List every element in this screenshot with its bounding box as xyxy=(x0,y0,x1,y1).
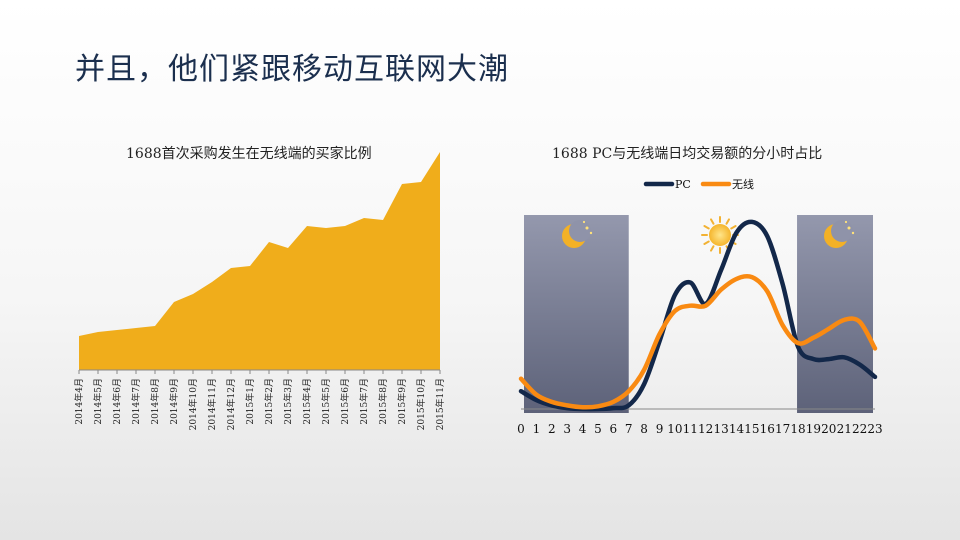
x-tick-label: 2015年8月 xyxy=(377,378,389,425)
x-tick-label: 2014年11月 xyxy=(206,378,218,430)
x-tick-label: 8 xyxy=(640,422,648,436)
x-tick-label: 4 xyxy=(579,422,587,436)
area-fill xyxy=(79,152,440,370)
x-tick-label: 2015年9月 xyxy=(396,378,408,425)
moon-icon xyxy=(824,220,855,248)
x-tick-label: 2015年3月 xyxy=(282,378,294,425)
x-tick-label: 17 xyxy=(775,422,790,436)
slide-title: 并且，他们紧跟移动互联网大潮 xyxy=(75,52,509,87)
x-tick-label: 0 xyxy=(517,422,525,436)
x-tick-label: 21 xyxy=(837,422,852,436)
x-tick-label: 2014年10月 xyxy=(187,378,199,430)
x-tick-label: 15 xyxy=(744,422,759,436)
legend-label: 无线 xyxy=(732,177,754,191)
x-tick-label: 18 xyxy=(790,422,805,436)
series-line-1 xyxy=(518,273,878,410)
x-tick-label: 7 xyxy=(625,422,633,436)
x-tick-label: 2015年10月 xyxy=(415,378,427,430)
x-tick-label: 2014年12月 xyxy=(225,378,237,430)
x-tick-label: 20 xyxy=(821,422,836,436)
x-tick-label: 2014年5月 xyxy=(92,378,104,425)
x-tick-label: 2015年5月 xyxy=(320,378,332,425)
x-tick-label: 2 xyxy=(548,422,556,436)
x-tick-label: 2015年4月 xyxy=(301,378,313,425)
x-tick-label: 19 xyxy=(806,422,821,436)
x-tick-label: 1 xyxy=(533,422,541,436)
x-tick-label: 2014年9月 xyxy=(168,378,180,425)
night-band-morning xyxy=(524,215,629,413)
x-tick-label: 2015年11月 xyxy=(434,378,446,430)
x-tick-label: 2014年6月 xyxy=(111,378,123,425)
sun-icon xyxy=(701,216,739,254)
x-tick-label: 10 xyxy=(667,422,682,436)
x-tick-label: 2015年7月 xyxy=(358,378,370,425)
moon-icon xyxy=(562,220,593,248)
x-tick-label: 11 xyxy=(683,422,698,436)
x-tick-label: 12 xyxy=(698,422,713,436)
x-tick-label: 14 xyxy=(729,422,745,436)
x-tick-label: 2014年4月 xyxy=(73,378,85,425)
x-tick-label: 6 xyxy=(610,422,618,436)
x-tick-label: 2015年1月 xyxy=(244,378,256,425)
x-tick-label: 2014年8月 xyxy=(149,378,161,425)
legend-label: PC xyxy=(675,178,691,191)
x-tick-label: 2014年7月 xyxy=(130,378,142,425)
series-line-0 xyxy=(518,219,878,412)
x-tick-label: 13 xyxy=(713,422,728,436)
x-tick-label: 22 xyxy=(852,422,867,436)
x-tick-label: 2015年2月 xyxy=(263,378,275,425)
x-tick-label: 16 xyxy=(760,422,775,436)
x-tick-label: 3 xyxy=(563,422,571,436)
x-tick-label: 2015年6月 xyxy=(339,378,351,425)
right-chart-title: 1688 PC与无线端日均交易额的分小时占比 xyxy=(552,146,823,162)
x-tick-label: 23 xyxy=(867,422,882,436)
night-band-evening xyxy=(797,215,873,413)
x-tick-label: 9 xyxy=(656,422,664,436)
x-tick-label: 5 xyxy=(594,422,602,436)
left-chart-title: 1688首次采购发生在无线端的买家比例 xyxy=(126,146,372,162)
